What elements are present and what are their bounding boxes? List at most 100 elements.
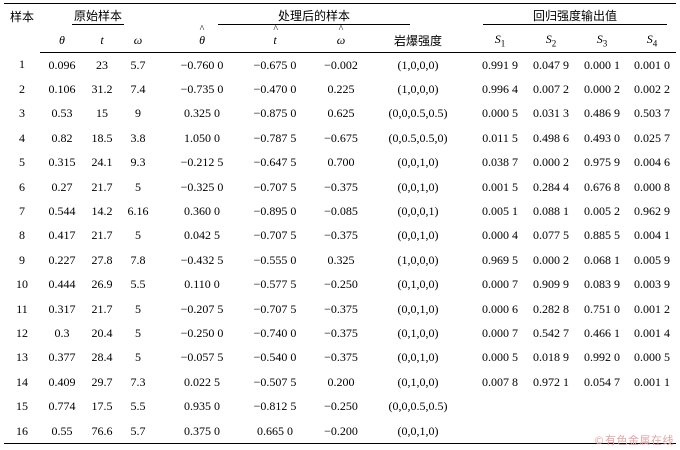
cell-id: 9 xyxy=(19,252,25,267)
cell-s3: 0.054 7 xyxy=(584,374,621,389)
watermark: ©有色金属在线 xyxy=(593,434,674,447)
cell-t-hat: −0.470 0 xyxy=(253,82,297,97)
cell-s2: 0.000 2 xyxy=(533,155,570,170)
cell-omega: 5.5 xyxy=(130,399,146,414)
cell-rb: (1,0,0,0) xyxy=(397,82,439,97)
cell-omega: 5.5 xyxy=(130,277,146,292)
cell-s3: 0.466 1 xyxy=(584,325,621,340)
cell-rb: (0,0,1,0) xyxy=(397,228,439,243)
cell-omega: 5 xyxy=(135,350,142,365)
cell-t: 29.7 xyxy=(91,374,113,389)
cell-omega: 9 xyxy=(135,106,142,121)
cell-s4: 0.001 4 xyxy=(634,325,671,340)
cell-omega-hat: −0.002 xyxy=(324,57,358,72)
cell-id: 5 xyxy=(19,155,25,170)
cell-t: 21.7 xyxy=(91,301,113,316)
cell-s2: 0.018 9 xyxy=(533,350,570,365)
spacer-cell xyxy=(464,346,474,370)
cell-id: 4 xyxy=(19,130,25,145)
cell-s3: 0.486 9 xyxy=(584,106,621,121)
cell-s3: 0.000 1 xyxy=(584,57,621,72)
col-omega-header: ω xyxy=(120,28,157,53)
col-s2-header: S2 xyxy=(526,28,577,53)
sample-header: 样本 xyxy=(4,3,40,53)
cell-s1: 0.001 5 xyxy=(482,179,519,194)
spacer-cell xyxy=(156,394,164,418)
cell-theta-hat: −0.760 0 xyxy=(180,57,224,72)
cell-id: 1 xyxy=(19,57,25,72)
cell-theta-hat: 0.110 0 xyxy=(184,277,220,292)
table-row: 8 0.417 21.7 5 0.042 5 −0.707 5 −0.375 (0,0,1,0… xyxy=(4,224,676,248)
cell-id: 11 xyxy=(16,301,28,316)
cell-s2: 0.088 1 xyxy=(533,204,570,219)
cell-t-hat: −0.577 5 xyxy=(253,277,297,292)
cell-omega-hat: −0.375 xyxy=(324,325,358,340)
table-row: 3 0.53 15 9 0.325 0 −0.875 0 0.625 (0,0,0.5,0.5… xyxy=(4,102,676,126)
cell-s2: 0.542 7 xyxy=(533,325,570,340)
cell-t: 21.7 xyxy=(91,179,113,194)
cell-theta: 0.444 xyxy=(48,277,76,292)
cell-s4: 0.004 1 xyxy=(634,228,671,243)
cell-t-hat: 0.665 0 xyxy=(240,418,311,445)
cell-theta-hat: 0.325 0 xyxy=(184,106,221,121)
spacer-cell xyxy=(464,53,474,78)
cell-s1 xyxy=(474,394,526,418)
cell-s1: 0.000 5 xyxy=(482,106,519,121)
cell-omega: 6.16 xyxy=(127,204,149,219)
cell-s3: 0.005 2 xyxy=(584,204,621,219)
cell-t-hat: −0.555 0 xyxy=(253,252,297,267)
cell-s3: 0.676 8 xyxy=(584,179,621,194)
cell-s2: 0.282 8 xyxy=(533,301,570,316)
cell-s4 xyxy=(628,418,677,445)
cell-t-hat: −0.895 0 xyxy=(253,204,297,219)
cell-omega-hat: −0.375 xyxy=(324,179,358,194)
cell-rb: (0,0.5,0.5,0) xyxy=(388,130,448,145)
table-row: 12 0.3 20.4 5 −0.250 0 −0.740 0 −0.375 (0,1,0,0… xyxy=(4,321,676,345)
cell-t-hat: −0.812 5 xyxy=(253,399,297,414)
table-row: 5 0.315 24.1 9.3 −0.212 5 −0.647 5 0.700 (0,0,1… xyxy=(4,151,676,175)
cell-t-hat: −0.740 0 xyxy=(253,325,297,340)
cell-id: 6 xyxy=(19,179,25,194)
cell-omega: 7.3 xyxy=(130,374,146,389)
cell-t-hat: −0.787 5 xyxy=(253,130,297,145)
cell-theta-hat: −0.735 0 xyxy=(180,82,224,97)
cell-rb: (0,0,0,1) xyxy=(397,204,439,219)
cell-theta: 0.227 xyxy=(48,252,76,267)
cell-t: 24.1 xyxy=(91,155,113,170)
cell-s4: 0.001 2 xyxy=(634,301,671,316)
cell-theta: 0.544 xyxy=(48,204,76,219)
col-t-hat-header: t xyxy=(240,24,311,53)
cell-theta: 0.096 xyxy=(48,57,76,72)
cell-theta-hat: 0.375 0 xyxy=(164,418,241,445)
spacer-cell xyxy=(156,248,164,272)
cell-omega-hat: 0.325 xyxy=(327,252,355,267)
cell-t: 31.2 xyxy=(91,82,113,97)
col-rockburst-header: 岩爆强度 xyxy=(372,28,465,53)
cell-theta: 0.27 xyxy=(51,179,73,194)
cell-s2: 0.000 2 xyxy=(533,252,570,267)
cell-theta-hat: −0.325 0 xyxy=(180,179,224,194)
spacer-cell xyxy=(464,77,474,101)
spacer-cell xyxy=(464,321,474,345)
cell-s3: 0.000 2 xyxy=(584,82,621,97)
cell-s4: 0.503 7 xyxy=(634,106,671,121)
cell-id: 3 xyxy=(19,106,25,121)
table-row: 4 0.82 18.5 3.8 1.050 0 −0.787 5 −0.675 (0,0.5,… xyxy=(4,126,676,150)
cell-id: 12 xyxy=(16,325,28,340)
cell-s4: 0.000 8 xyxy=(634,179,671,194)
cell-s2: 0.909 9 xyxy=(533,277,570,292)
spacer-cell xyxy=(464,199,474,223)
cell-omega-hat: 0.225 xyxy=(327,82,355,97)
cell-s1: 0.007 8 xyxy=(482,374,519,389)
spacer-cell xyxy=(464,151,474,175)
cell-s3: 0.751 0 xyxy=(584,301,621,316)
spacer-cell xyxy=(156,102,164,126)
cell-theta-hat: 1.050 0 xyxy=(184,130,221,145)
cell-s4 xyxy=(628,394,676,418)
spacer-cell xyxy=(156,418,165,445)
spacer-cell xyxy=(156,175,164,199)
cell-t: 21.7 xyxy=(91,228,113,243)
cell-s2 xyxy=(526,418,577,445)
cell-rb: (0,0,1,0) xyxy=(397,179,439,194)
cell-omega-hat: −0.375 xyxy=(324,301,358,316)
